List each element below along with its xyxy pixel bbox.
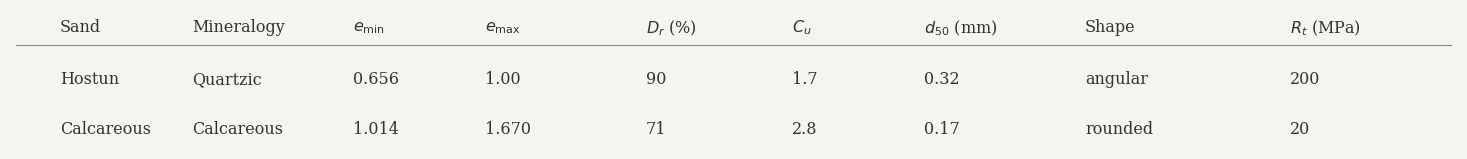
Text: 1.014: 1.014 — [352, 121, 399, 138]
Text: 71: 71 — [645, 121, 666, 138]
Text: $e_{\mathrm{max}}$: $e_{\mathrm{max}}$ — [484, 19, 521, 36]
Text: 2.8: 2.8 — [792, 121, 817, 138]
Text: 200: 200 — [1289, 71, 1320, 88]
Text: Mineralogy: Mineralogy — [192, 19, 285, 36]
Text: Quartzic: Quartzic — [192, 71, 261, 88]
Text: Calcareous: Calcareous — [192, 121, 283, 138]
Text: $d_{50}$ (mm): $d_{50}$ (mm) — [924, 18, 998, 38]
Text: 1.670: 1.670 — [484, 121, 531, 138]
Text: $C_u$: $C_u$ — [792, 19, 811, 37]
Text: 0.32: 0.32 — [924, 71, 959, 88]
Text: 0.656: 0.656 — [352, 71, 399, 88]
Text: 20: 20 — [1289, 121, 1310, 138]
Text: 1.7: 1.7 — [792, 71, 817, 88]
Text: 0.17: 0.17 — [924, 121, 959, 138]
Text: Calcareous: Calcareous — [60, 121, 151, 138]
Text: Sand: Sand — [60, 19, 101, 36]
Text: 1.00: 1.00 — [484, 71, 521, 88]
Text: rounded: rounded — [1086, 121, 1153, 138]
Text: Shape: Shape — [1086, 19, 1135, 36]
Text: Hostun: Hostun — [60, 71, 119, 88]
Text: $D_r$ (%): $D_r$ (%) — [645, 18, 697, 38]
Text: angular: angular — [1086, 71, 1147, 88]
Text: $R_t$ (MPa): $R_t$ (MPa) — [1289, 18, 1361, 38]
Text: 90: 90 — [645, 71, 666, 88]
Text: $e_{\mathrm{min}}$: $e_{\mathrm{min}}$ — [352, 19, 384, 36]
